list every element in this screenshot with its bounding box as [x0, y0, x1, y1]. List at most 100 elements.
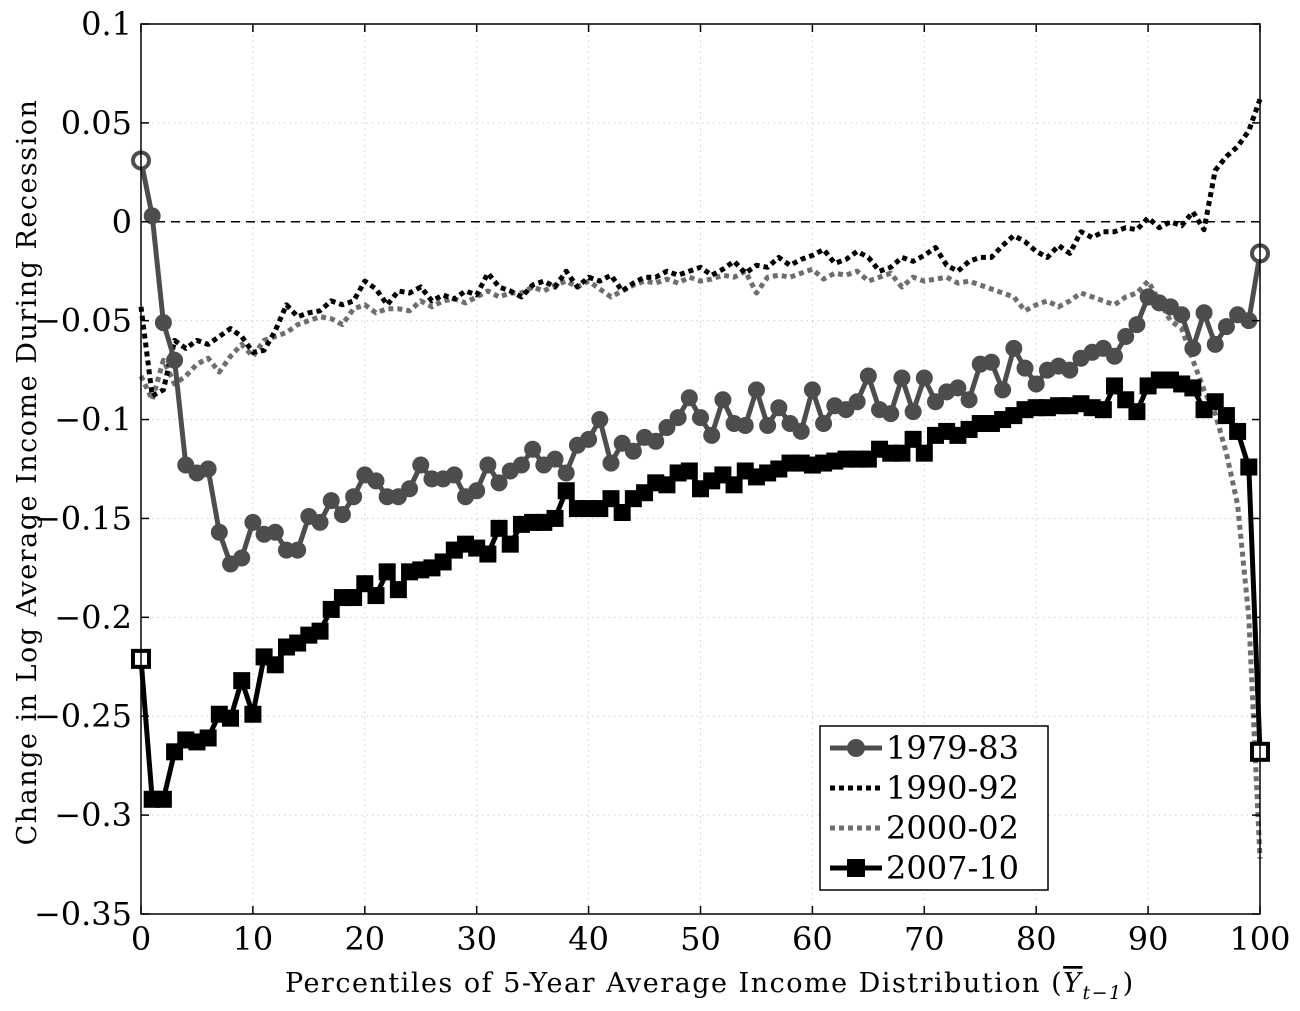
x-tick-label: 80 — [1016, 920, 1057, 958]
data-point — [669, 409, 687, 427]
data-point — [994, 381, 1012, 399]
data-point — [1206, 335, 1224, 353]
legend-item: 1990-92 — [830, 769, 1019, 807]
data-point — [345, 589, 363, 607]
data-point — [1217, 407, 1235, 425]
data-point — [904, 403, 922, 421]
legend-item: 2007-10 — [830, 849, 1019, 887]
data-point — [770, 399, 788, 417]
data-point — [1027, 375, 1045, 393]
data-point — [1106, 347, 1124, 365]
data-point — [915, 369, 933, 387]
data-point — [960, 391, 978, 409]
data-point — [792, 422, 810, 440]
data-point — [266, 523, 284, 541]
data-point — [680, 462, 698, 480]
x-axis-label-symbol: Y — [1063, 968, 1083, 999]
y-tick-label: −0.25 — [34, 697, 132, 735]
x-tick-label: 40 — [568, 920, 609, 958]
data-point — [1128, 316, 1146, 334]
y-tick-label: 0.05 — [61, 104, 132, 142]
data-point — [904, 430, 922, 448]
data-point — [546, 450, 564, 468]
data-point — [266, 656, 284, 674]
data-point — [1229, 422, 1247, 440]
legend-label: 1990-92 — [886, 769, 1019, 807]
data-point — [893, 444, 911, 462]
data-point — [524, 440, 542, 458]
legend-label: 2000-02 — [886, 809, 1019, 847]
y-tick-label: −0.1 — [54, 401, 132, 439]
y-tick-label: −0.05 — [34, 302, 132, 340]
x-tick-label: 0 — [131, 920, 151, 958]
data-point — [512, 456, 530, 474]
data-point — [893, 369, 911, 387]
data-point — [289, 541, 307, 559]
data-point — [747, 381, 765, 399]
x-tick-label: 30 — [456, 920, 497, 958]
data-point — [759, 416, 777, 434]
data-point — [233, 672, 251, 690]
x-tick-label: 100 — [1229, 920, 1290, 958]
data-point — [367, 587, 385, 605]
x-tick-label: 50 — [680, 920, 721, 958]
data-point — [479, 545, 497, 563]
data-point — [401, 480, 419, 498]
data-point — [311, 513, 329, 531]
series-layer — [131, 98, 1270, 859]
data-point — [154, 790, 172, 808]
data-point — [345, 488, 363, 506]
y-tick-label: 0.1 — [81, 5, 132, 43]
data-point — [591, 411, 609, 429]
data-point — [501, 535, 519, 553]
legend-label: 2007-10 — [886, 849, 1019, 887]
x-axis-ticks: 0 10 20 30 40 50 60 70 80 90 100 — [131, 24, 1291, 958]
data-point — [378, 563, 396, 581]
x-tick-label: 60 — [792, 920, 833, 958]
data-point — [1173, 306, 1191, 324]
data-point — [624, 442, 642, 460]
data-point — [1206, 393, 1224, 411]
series-line-2000-02 — [138, 266, 1263, 859]
data-point — [222, 709, 240, 727]
data-point — [166, 351, 184, 369]
y-tick-label: −0.15 — [34, 499, 132, 537]
data-point — [926, 393, 944, 411]
legend-item: 2000-02 — [830, 809, 1019, 847]
data-point — [244, 705, 262, 723]
data-point — [1128, 403, 1146, 421]
data-point — [580, 430, 598, 448]
data-point — [210, 523, 228, 541]
series-1990-92 — [138, 98, 1263, 399]
data-point — [1217, 318, 1235, 336]
data-point — [613, 504, 631, 522]
x-tick-label: 20 — [344, 920, 385, 958]
y-tick-label: −0.3 — [54, 796, 132, 834]
data-point — [244, 513, 262, 531]
x-tick-label: 10 — [233, 920, 274, 958]
data-point — [1240, 458, 1258, 476]
data-point — [333, 505, 351, 523]
data-point — [815, 415, 833, 433]
legend-item: 1979-83 — [830, 729, 1019, 767]
data-point — [848, 393, 866, 411]
data-point — [602, 454, 620, 472]
data-point — [949, 379, 967, 397]
data-point — [154, 314, 172, 332]
data-point — [1117, 327, 1135, 345]
x-axis-label-close: ) — [1123, 968, 1135, 999]
data-point — [725, 476, 743, 494]
y-axis-label: Change in Log Average Income During Rece… — [12, 99, 43, 846]
x-axis-label-text: Percentiles of 5-Year Average Income Dis… — [285, 968, 1063, 999]
series-2007-10 — [131, 371, 1270, 808]
series-line-1990-92 — [138, 98, 1263, 399]
x-tick-label: 70 — [904, 920, 945, 958]
data-point — [557, 482, 575, 500]
data-point — [658, 418, 676, 436]
data-point — [1094, 401, 1112, 419]
data-point — [882, 405, 900, 423]
legend-marker — [847, 739, 865, 757]
data-point — [647, 432, 665, 450]
